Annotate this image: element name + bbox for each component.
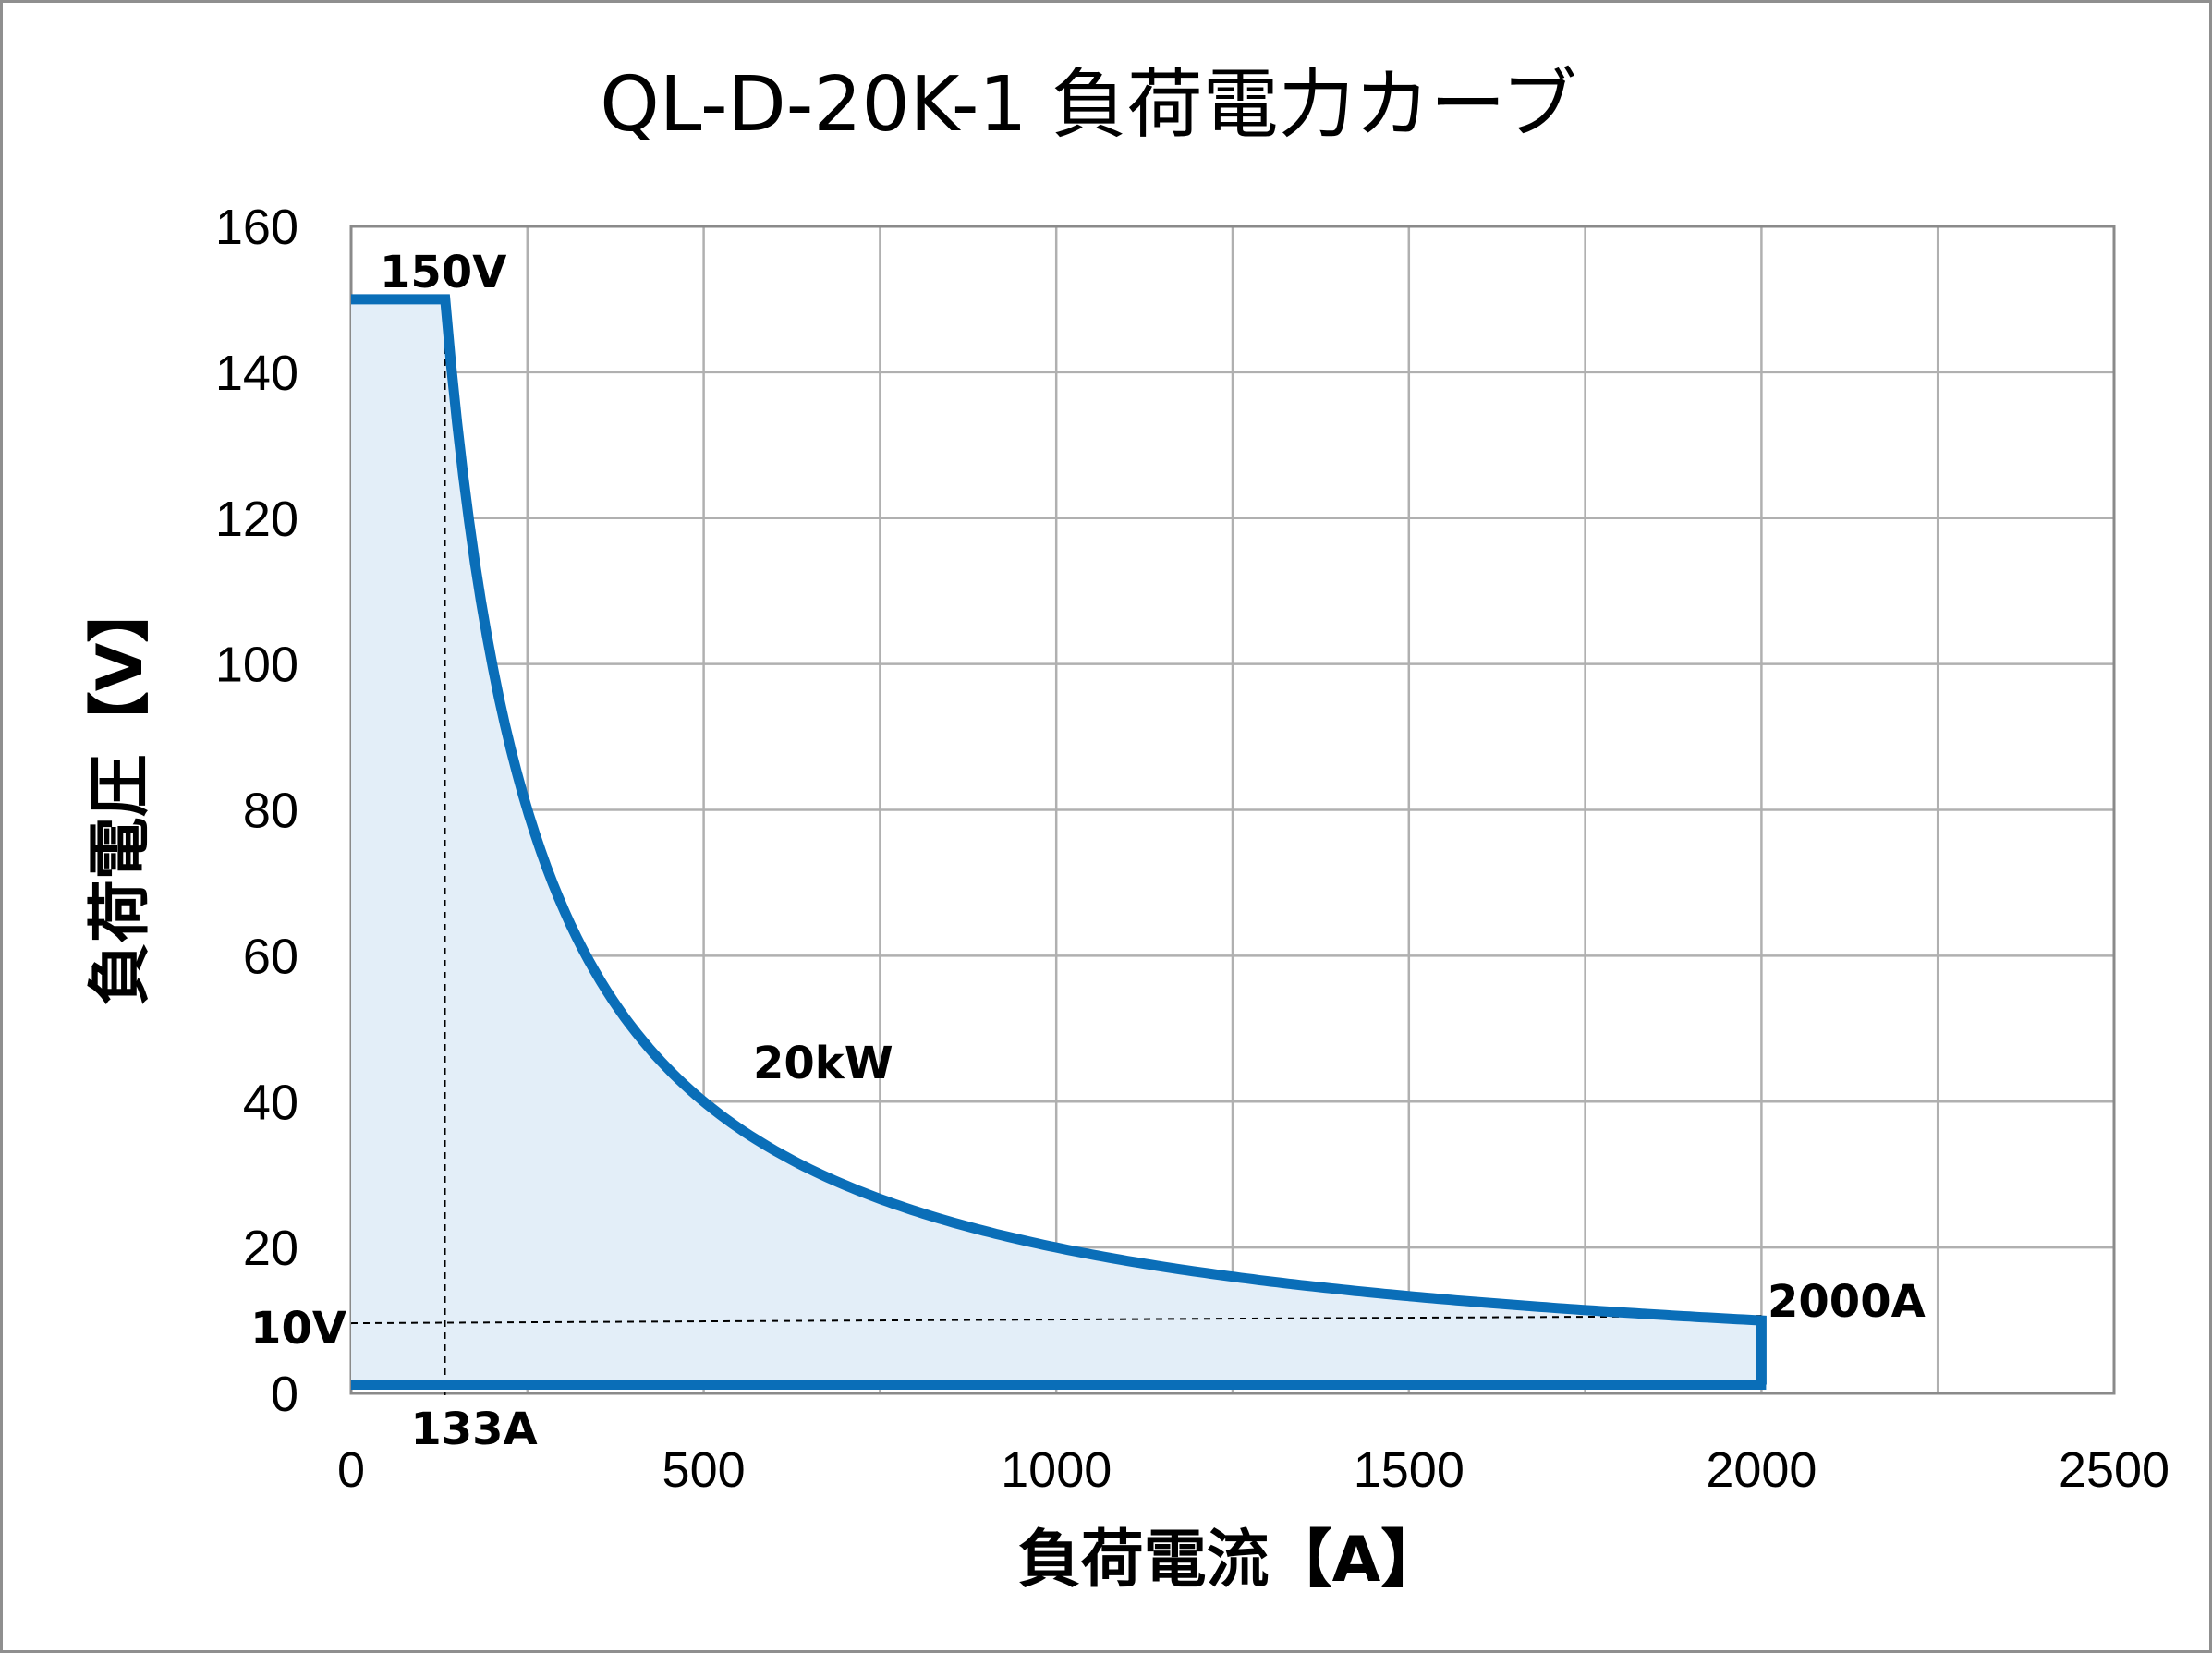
- y-tick-label: 40: [243, 1075, 298, 1130]
- annotation-min-voltage: 10V: [250, 1303, 346, 1355]
- curve-layer: [351, 294, 1767, 1391]
- annotation-voltage-limit: 150V: [380, 247, 506, 298]
- x-tick-label: 0: [337, 1442, 365, 1498]
- x-tick-label: 1000: [1001, 1442, 1112, 1498]
- x-axis-title: 負荷電流【A】: [1018, 1524, 1444, 1597]
- x-tick-label: 2500: [2059, 1442, 2169, 1498]
- y-tick-label: 20: [243, 1221, 298, 1276]
- x-tick-label: 500: [662, 1442, 746, 1498]
- y-tick-label: 80: [243, 784, 298, 839]
- x-tick-label: 1500: [1354, 1442, 1465, 1498]
- annotation-corner-current: 133A: [410, 1404, 537, 1455]
- annotation-power-limit: 20kW: [753, 1038, 893, 1089]
- y-tick-label: 140: [215, 346, 298, 401]
- chart-title: QL-D-20K-1 負荷電力カーブ: [600, 61, 1577, 149]
- power-limit-curve: [351, 294, 1767, 1385]
- operating-area: [351, 298, 1762, 1385]
- y-tick-label: 120: [215, 492, 298, 547]
- power-curve-chart: QL-D-20K-1 負荷電力カーブ 0 20 40 60 80 100 120 140 160…: [84, 61, 2169, 1597]
- annotations: 150V 20kW 2000A 10V 133A: [250, 247, 1926, 1455]
- guide-lines: [350, 298, 1762, 1395]
- annotation-current-limit: 2000A: [1768, 1276, 1926, 1328]
- y-tick-label: 0: [271, 1367, 298, 1422]
- operating-area-fill: [351, 298, 1762, 1385]
- y-tick-label: 100: [215, 638, 298, 693]
- y-tick-label: 160: [215, 200, 298, 255]
- y-axis-title: 負荷電圧【V】: [84, 580, 157, 1006]
- tick-labels: 0 20 40 60 80 100 120 140 160 0 500 1000 1500 2000 250…: [215, 200, 2169, 1498]
- y-tick-label: 60: [243, 929, 298, 984]
- x-tick-label: 2000: [1706, 1442, 1817, 1498]
